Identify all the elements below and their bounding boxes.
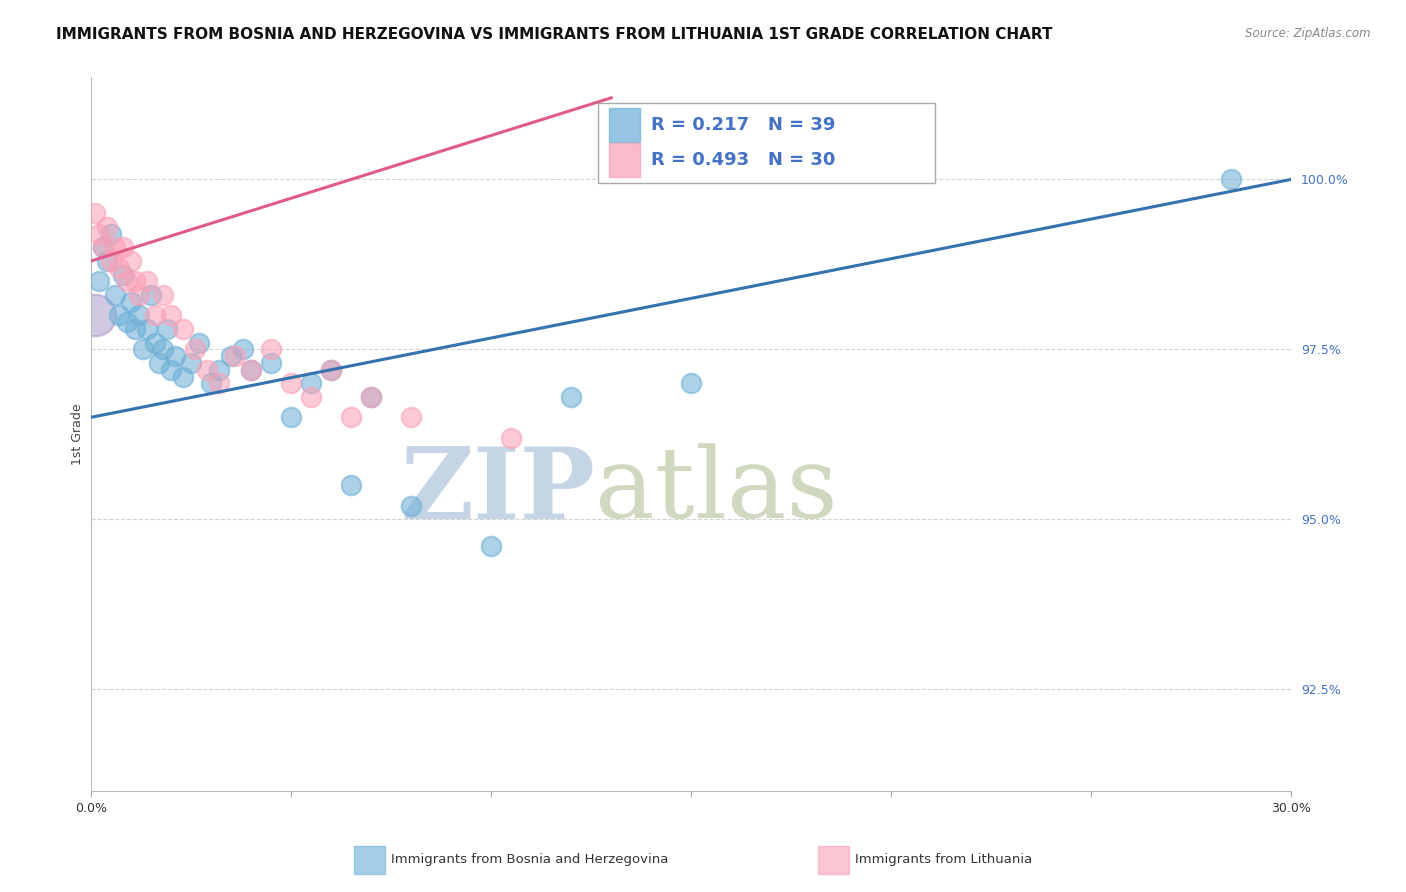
Point [136,274,159,288]
Point [128,309,150,323]
Point [172,369,194,384]
Text: atlas: atlas [595,443,838,540]
Point [112,240,135,254]
Point [681,376,703,391]
Point [360,390,382,404]
Point [501,431,523,445]
Point [321,362,343,376]
Point [120,254,142,268]
Point [200,376,222,391]
Point [299,376,322,391]
Point [108,260,131,275]
Text: ZIP: ZIP [401,443,595,540]
Point [124,322,146,336]
Text: Immigrants from Bosnia and Herzegovina: Immigrants from Bosnia and Herzegovina [391,854,668,866]
Point [84,309,107,323]
Point [89,227,111,241]
Point [560,390,582,404]
Point [91,240,114,254]
Point [188,335,211,350]
Point [141,288,163,302]
Point [136,322,159,336]
Point [232,343,254,357]
Point [180,356,202,370]
Text: R = 0.217   N = 39: R = 0.217 N = 39 [651,116,835,134]
Point [240,362,263,376]
Point [148,356,170,370]
Text: Source: ZipAtlas.com: Source: ZipAtlas.com [1246,27,1371,40]
Point [280,376,302,391]
Point [115,274,138,288]
Point [399,499,422,513]
Point [280,410,302,425]
Point [115,315,138,329]
Point [96,219,118,234]
Text: IMMIGRANTS FROM BOSNIA AND HERZEGOVINA VS IMMIGRANTS FROM LITHUANIA 1ST GRADE CO: IMMIGRANTS FROM BOSNIA AND HERZEGOVINA V… [56,27,1053,42]
Point [224,349,246,363]
Point [120,294,142,309]
Point [165,349,187,363]
Point [172,322,194,336]
Point [160,309,183,323]
Text: Immigrants from Lithuania: Immigrants from Lithuania [855,854,1032,866]
Point [89,274,111,288]
Point [104,240,127,254]
Point [340,478,363,492]
Point [128,288,150,302]
Point [479,540,502,554]
Point [143,309,166,323]
Point [152,343,174,357]
Point [360,390,382,404]
Point [156,322,179,336]
Point [299,390,322,404]
Point [104,288,127,302]
Point [152,288,174,302]
Point [208,362,231,376]
Point [340,410,363,425]
Point [132,343,155,357]
Point [96,254,118,268]
Point [100,227,122,241]
Point [143,335,166,350]
Point [240,362,263,376]
Point [195,362,218,376]
Point [124,274,146,288]
Point [112,268,135,282]
Y-axis label: 1st Grade: 1st Grade [72,403,84,465]
Point [100,254,122,268]
Point [208,376,231,391]
Point [219,349,242,363]
Point [108,309,131,323]
Point [399,410,422,425]
Point [91,240,114,254]
Point [260,343,283,357]
Text: R = 0.493   N = 30: R = 0.493 N = 30 [651,152,835,169]
Point [84,206,107,220]
Point [260,356,283,370]
Point [184,343,207,357]
Point [321,362,343,376]
Point [160,362,183,376]
Point [1220,172,1243,186]
